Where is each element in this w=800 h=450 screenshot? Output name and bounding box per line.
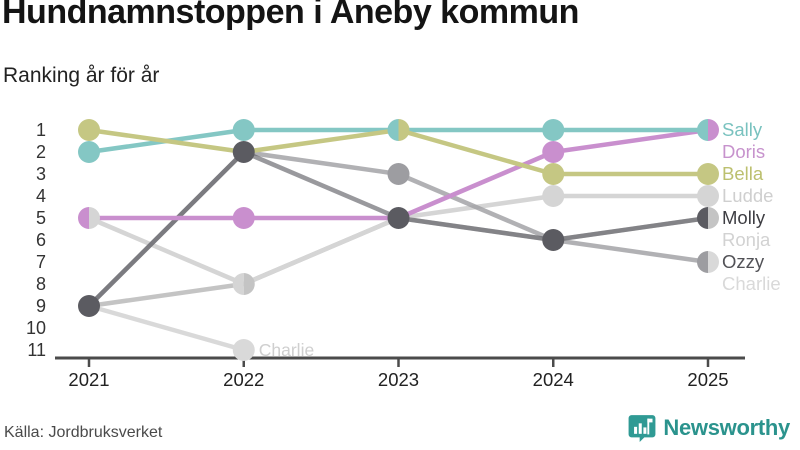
series-line-bella	[88, 127, 245, 155]
source-note: Källa: Jordbruksverket	[4, 424, 163, 441]
newsworthy-logo-icon	[628, 414, 656, 442]
newsworthy-wordmark: Newsworthy	[663, 415, 790, 440]
series-line-bella	[243, 127, 399, 155]
data-point-sally	[542, 119, 565, 141]
x-tick-label: 2023	[378, 369, 419, 390]
y-tick-label: 10	[26, 318, 46, 338]
series-label-ronja: Ronja	[722, 229, 771, 250]
series-label-bella: Bella	[722, 163, 764, 184]
y-tick-label: 4	[36, 186, 46, 206]
data-point-ozzy-charlie	[708, 251, 719, 273]
series-line-ludde	[242, 215, 400, 287]
data-point-bella-molly-ozzy	[232, 141, 255, 163]
y-tick-label: 11	[27, 340, 46, 360]
data-point-sally	[78, 141, 100, 163]
series-label-ludde: Ludde	[722, 185, 773, 206]
data-point-sally-doris	[697, 119, 708, 141]
logo-flagpole	[647, 418, 650, 435]
page-title: Hundnamnstoppen i Aneby kommun	[2, 0, 579, 31]
data-point-bella	[697, 163, 719, 185]
y-tick-label: 6	[36, 230, 46, 250]
data-point-charlie	[232, 339, 255, 361]
data-point-ludde	[697, 185, 719, 207]
newsworthy-logo[interactable]: Newsworthy	[628, 414, 790, 442]
y-tick-label: 5	[36, 208, 46, 228]
data-point-ludde-ronja	[232, 273, 244, 295]
x-tick-label: 2024	[533, 369, 574, 390]
data-point-doris-ludde-molly-ronja	[387, 207, 410, 229]
y-tick-label: 7	[36, 252, 46, 272]
logo-flag	[647, 418, 653, 423]
series-line-molly	[242, 149, 400, 221]
series-label-ozzy: Ozzy	[722, 251, 765, 272]
data-point-sally-doris	[708, 119, 719, 141]
data-point-bella	[542, 163, 565, 185]
series-line-ronja	[88, 281, 245, 309]
series-line-ludde	[88, 215, 245, 287]
data-point-molly-ronja	[708, 207, 719, 229]
series-line-molly	[398, 215, 554, 243]
chart-subtitle: Ranking år för år	[3, 64, 160, 87]
series-line-doris	[552, 127, 709, 155]
annotation-charlie: Charlie	[259, 340, 314, 360]
y-tick-label: 9	[36, 296, 46, 316]
data-point-ozzy	[387, 163, 410, 185]
logo-bar-2	[639, 423, 643, 434]
data-point-bella	[78, 119, 100, 141]
data-point-sally-bella	[398, 119, 410, 141]
y-tick-label: 8	[36, 274, 46, 294]
data-point-molly-ronja-ozzy	[542, 229, 565, 251]
x-tick-label: 2022	[223, 369, 264, 390]
y-tick-label: 3	[36, 164, 46, 184]
data-point-molly-ronja-ozzy-charlie	[78, 295, 100, 317]
y-tick-label: 2	[36, 142, 46, 162]
x-tick-label: 2025	[687, 369, 728, 390]
series-label-doris: Doris	[722, 141, 765, 162]
series-line-doris	[397, 149, 555, 221]
y-tick-label: 1	[36, 120, 46, 140]
series-label-molly: Molly	[722, 207, 766, 228]
series-line-ozzy	[243, 149, 399, 177]
data-point-doris	[542, 141, 565, 163]
data-point-doris-ludde	[78, 207, 89, 229]
data-point-doris-ludde	[89, 207, 100, 229]
data-point-ozzy-charlie	[697, 251, 708, 273]
series-line-charlie	[88, 303, 245, 353]
data-point-sally	[232, 119, 255, 141]
data-point-doris	[232, 207, 255, 229]
series-label-charlie: Charlie	[722, 273, 781, 294]
series-label-sally: Sally	[722, 119, 763, 140]
data-point-ludde-ronja	[243, 273, 255, 295]
data-point-molly-ronja	[697, 207, 708, 229]
series-line-bella	[397, 127, 554, 177]
x-tick-label: 2021	[68, 369, 109, 390]
logo-bar-3	[643, 427, 647, 434]
series-line-molly	[87, 150, 246, 308]
series-line-ozzy	[552, 237, 709, 265]
data-point-ludde	[542, 185, 565, 207]
logo-bar-1	[634, 426, 638, 434]
series-line-molly	[552, 215, 709, 243]
data-point-sally-bella	[387, 119, 399, 141]
series-line-ozzy	[397, 171, 555, 243]
